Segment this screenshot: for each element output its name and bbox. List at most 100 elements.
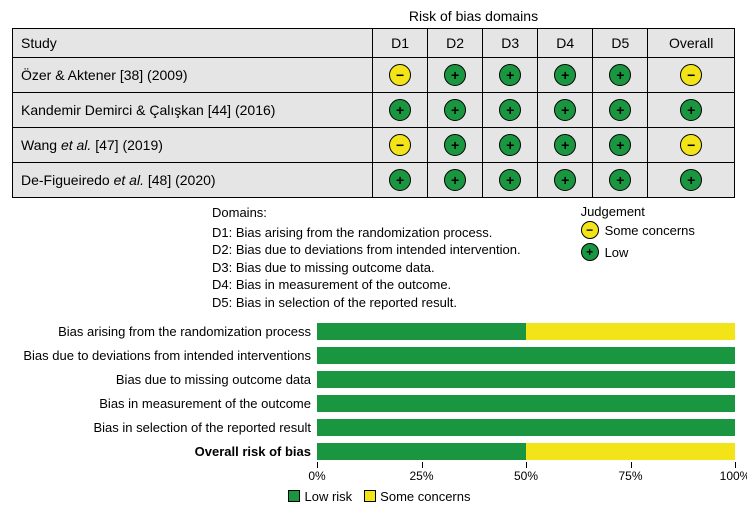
bar-segment-low [317, 347, 735, 364]
assessment-cell: + [428, 163, 483, 198]
assessment-cell: + [483, 58, 538, 93]
legend-label: Low risk [304, 489, 352, 504]
plus-icon: + [609, 134, 631, 156]
plus-icon: + [609, 99, 631, 121]
plus-icon: + [554, 169, 576, 191]
domain-definition: D4: Bias in measurement of the outcome. [212, 276, 521, 294]
plus-icon: + [499, 99, 521, 121]
col-d3: D3 [483, 29, 538, 58]
table-row: De-Figueiredo et al. [48] (2020)++++++ [13, 163, 735, 198]
plus-icon: + [554, 134, 576, 156]
plus-icon: + [554, 99, 576, 121]
minus-icon: − [680, 134, 702, 156]
plus-icon: + [499, 64, 521, 86]
minus-icon: − [389, 134, 411, 156]
minus-icon: − [389, 64, 411, 86]
chart-row: Bias arising from the randomization proc… [12, 321, 735, 342]
assessment-cell: + [648, 93, 735, 128]
assessment-cell: + [593, 93, 648, 128]
col-d1: D1 [373, 29, 428, 58]
plus-icon: + [680, 99, 702, 121]
col-d2: D2 [428, 29, 483, 58]
judgement-label: Some concerns [605, 223, 695, 238]
minus-icon: − [581, 221, 599, 239]
table-row: Özer & Aktener [38] (2009)−++++− [13, 58, 735, 93]
chart-row-label: Overall risk of bias [12, 444, 317, 459]
domain-definition: D2: Bias due to deviations from intended… [212, 241, 521, 259]
legend-block: Domains: D1: Bias arising from the rando… [212, 204, 735, 311]
assessment-cell: − [648, 128, 735, 163]
legend-swatch [364, 490, 376, 502]
assessment-cell: + [593, 58, 648, 93]
plus-icon: + [444, 134, 466, 156]
chart-row: Bias in measurement of the outcome [12, 393, 735, 414]
plus-icon: + [554, 64, 576, 86]
assessment-cell: + [428, 58, 483, 93]
bar-track [317, 419, 735, 436]
bar-segment-low [317, 323, 526, 340]
chart-row-label: Bias in measurement of the outcome [12, 396, 317, 411]
bar-track [317, 443, 735, 460]
axis-tick: 100% [720, 469, 747, 483]
chart-row-label: Bias in selection of the reported result [12, 420, 317, 435]
assessment-cell: + [538, 128, 593, 163]
col-d5: D5 [593, 29, 648, 58]
study-cell: Kandemir Demirci & Çalışkan [44] (2016) [13, 93, 373, 128]
plus-icon: + [609, 169, 631, 191]
plus-icon: + [444, 99, 466, 121]
bar-segment-low [317, 443, 526, 460]
chart-row: Bias due to missing outcome data [12, 369, 735, 390]
chart-row-label: Bias due to deviations from intended int… [12, 348, 317, 363]
assessment-cell: − [373, 128, 428, 163]
bar-track [317, 371, 735, 388]
bar-track [317, 323, 735, 340]
assessment-cell: − [373, 58, 428, 93]
x-axis: 0%25%50%75%100% [317, 465, 735, 483]
bar-track [317, 347, 735, 364]
domain-definition: D1: Bias arising from the randomization … [212, 224, 521, 242]
bar-segment-some [526, 443, 735, 460]
plus-icon: + [444, 169, 466, 191]
col-d4: D4 [538, 29, 593, 58]
assessment-cell: − [648, 58, 735, 93]
chart-row: Bias in selection of the reported result [12, 417, 735, 438]
study-cell: Özer & Aktener [38] (2009) [13, 58, 373, 93]
chart-row: Bias due to deviations from intended int… [12, 345, 735, 366]
chart-row-label: Bias arising from the randomization proc… [12, 324, 317, 339]
domain-definition: D3: Bias due to missing outcome data. [212, 259, 521, 277]
table-row: Wang et al. [47] (2019)−++++− [13, 128, 735, 163]
axis-tick: 25% [409, 469, 433, 483]
chart-legend: Low riskSome concerns [12, 489, 735, 504]
bar-segment-low [317, 395, 735, 412]
study-cell: Wang et al. [47] (2019) [13, 128, 373, 163]
plus-icon: + [499, 134, 521, 156]
plus-icon: + [444, 64, 466, 86]
bar-segment-some [526, 323, 735, 340]
chart-row: Overall risk of bias [12, 441, 735, 462]
assessment-cell: + [428, 128, 483, 163]
judgement-legend: Judgement −Some concerns+Low [581, 204, 695, 311]
assessment-cell: + [373, 93, 428, 128]
assessment-cell: + [593, 163, 648, 198]
assessment-cell: + [538, 58, 593, 93]
assessment-cell: + [648, 163, 735, 198]
col-overall: Overall [648, 29, 735, 58]
chart-title: Risk of bias domains [12, 8, 735, 24]
plus-icon: + [609, 64, 631, 86]
plus-icon: + [389, 99, 411, 121]
judgement-label: Low [605, 245, 629, 260]
table-row: Kandemir Demirci & Çalışkan [44] (2016) +… [13, 93, 735, 128]
bar-segment-low [317, 419, 735, 436]
chart-row-label: Bias due to missing outcome data [12, 372, 317, 387]
col-study: Study [13, 29, 373, 58]
plus-icon: + [499, 169, 521, 191]
judgement-item: −Some concerns [581, 221, 695, 239]
rob-table: StudyD1D2D3D4D5Overall Özer & Aktener [3… [12, 28, 735, 198]
legend-swatch [288, 490, 300, 502]
bar-track [317, 395, 735, 412]
assessment-cell: + [483, 128, 538, 163]
plus-icon: + [581, 243, 599, 261]
judgement-item: + Low [581, 243, 695, 261]
assessment-cell: + [538, 93, 593, 128]
summary-bar-chart: Bias arising from the randomization proc… [12, 321, 735, 504]
